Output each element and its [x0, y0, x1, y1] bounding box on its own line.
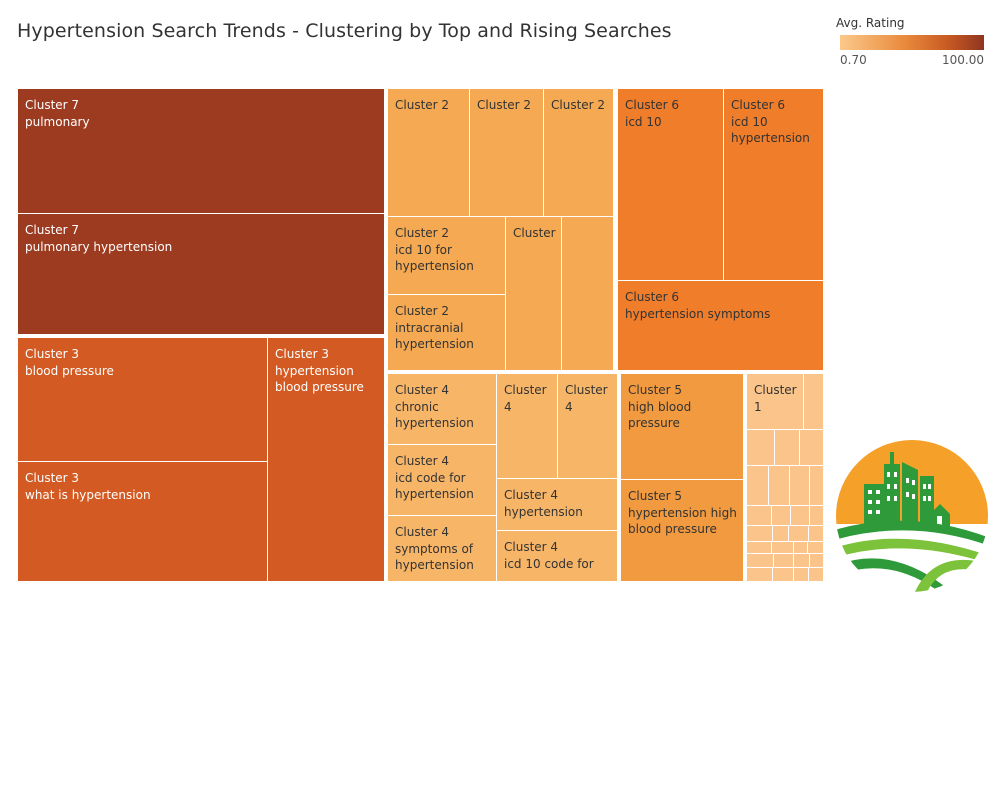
tile-c2-narrow[interactable]: Cluster — [506, 217, 562, 371]
tile-label: Cluster 4 chronic hypertension — [395, 383, 474, 430]
city-farm-logo-icon — [834, 438, 990, 594]
tile-c1-side[interactable] — [804, 374, 824, 430]
tile-label: Cluster 4 icd code for hypertension — [395, 454, 474, 501]
tile-c5-hbp[interactable]: Cluster 5 high blood pressure — [621, 374, 744, 480]
tile-c6-icd10-htn[interactable]: Cluster 6 icd 10 hypertension — [724, 89, 824, 281]
tile-c1-subcell[interactable] — [774, 554, 794, 568]
tile-label: Cluster 4 — [504, 383, 547, 414]
legend-gradient-bar — [840, 35, 984, 50]
tile-c1-subcell[interactable] — [790, 466, 810, 506]
tile-c4-icd-code[interactable]: Cluster 4 icd code for hypertension — [388, 445, 497, 516]
tile-c1-subcell[interactable] — [810, 554, 824, 568]
tile-c3-blood-pressure[interactable]: Cluster 3 blood pressure — [18, 338, 268, 462]
tile-c1-subcell[interactable] — [809, 526, 824, 542]
tile-c3-what-is[interactable]: Cluster 3 what is hypertension — [18, 462, 268, 582]
tile-c1-subcell[interactable] — [800, 430, 824, 466]
tile-c1-subcell[interactable] — [773, 526, 789, 542]
tile-c1-subcell[interactable] — [747, 542, 772, 554]
tile-c1-subcell[interactable] — [747, 568, 773, 582]
tile-label: Cluster 4 hypertension — [504, 488, 583, 519]
tile-c5-htn-hbp[interactable]: Cluster 5 hypertension high blood pressu… — [621, 480, 744, 582]
tile-label: Cluster — [513, 226, 556, 240]
color-legend: Avg. Rating 0.70 100.00 — [836, 16, 986, 70]
legend-title: Avg. Rating — [836, 16, 905, 30]
tile-c1-subcell[interactable] — [789, 526, 809, 542]
tile-label: Cluster 2 icd 10 for hypertension — [395, 226, 474, 273]
tile-c4-hypertension[interactable]: Cluster 4 hypertension — [497, 479, 618, 531]
chart-title: Hypertension Search Trends - Clustering … — [17, 20, 672, 42]
tile-label: Cluster 7 pulmonary hypertension — [25, 223, 173, 254]
tile-c2-thin[interactable] — [562, 217, 614, 371]
tile-label: Cluster 6 icd 10 hypertension — [731, 98, 810, 145]
tile-c4-a[interactable]: Cluster 4 — [497, 374, 558, 479]
tile-c1-subcell[interactable] — [773, 568, 794, 582]
tile-c1-subcell[interactable] — [794, 568, 809, 582]
tile-c1-subcell[interactable] — [747, 554, 774, 568]
tile-label: Cluster 2 intracranial hypertension — [395, 304, 474, 351]
tile-c1-subcell[interactable] — [772, 542, 794, 554]
tile-c1-subcell[interactable] — [772, 506, 791, 526]
tile-c1-subcell[interactable] — [775, 430, 800, 466]
tile-c1-subcell[interactable] — [791, 506, 810, 526]
tile-label: Cluster 5 hypertension high blood pressu… — [628, 489, 737, 536]
tile-c3-hbp[interactable]: Cluster 3 hypertension blood pressure — [268, 338, 385, 582]
tile-label: Cluster 1 — [754, 383, 797, 414]
tile-c1-subcell[interactable] — [809, 568, 824, 582]
tile-label: Cluster 2 — [395, 98, 450, 112]
tile-c1-subcell[interactable] — [810, 466, 824, 506]
legend-max-label: 100.00 — [942, 53, 984, 67]
tile-c1-main[interactable]: Cluster 1 — [747, 374, 804, 430]
tile-c1-subcell[interactable] — [769, 466, 790, 506]
logo-graphic — [836, 440, 988, 592]
tile-label: Cluster 2 — [551, 98, 606, 112]
tile-label: Cluster 4 symptoms of hypertension — [395, 525, 474, 572]
tile-c1-subcell[interactable] — [794, 542, 808, 554]
tile-c2-b[interactable]: Cluster 2 — [470, 89, 544, 217]
tile-label: Cluster 5 high blood pressure — [628, 383, 692, 430]
tile-c4-icd10-code[interactable]: Cluster 4 icd 10 code for — [497, 531, 618, 582]
tile-c2-icd10[interactable]: Cluster 2 icd 10 for hypertension — [388, 217, 506, 295]
tile-c7-pulmonary[interactable]: Cluster 7 pulmonary — [18, 89, 385, 214]
tile-label: Cluster 6 hypertension symptoms — [625, 290, 771, 321]
tile-label: Cluster 3 what is hypertension — [25, 471, 151, 502]
tile-c1-subcell[interactable] — [810, 506, 824, 526]
tile-c4-symptoms[interactable]: Cluster 4 symptoms of hypertension — [388, 516, 497, 582]
tile-label: Cluster 2 — [477, 98, 532, 112]
tile-c1-subcell[interactable] — [747, 466, 769, 506]
tile-c1-subcell[interactable] — [747, 430, 775, 466]
legend-min-label: 0.70 — [840, 53, 867, 67]
tile-c7-pulmonary-hypertension[interactable]: Cluster 7 pulmonary hypertension — [18, 214, 385, 335]
tile-c4-b[interactable]: Cluster 4 — [558, 374, 618, 479]
tile-label: Cluster 3 hypertension blood pressure — [275, 347, 364, 394]
tile-label: Cluster 6 icd 10 — [625, 98, 680, 129]
tile-c2-a[interactable]: Cluster 2 — [388, 89, 470, 217]
tile-c1-subcell[interactable] — [794, 554, 810, 568]
tile-c2-intracranial[interactable]: Cluster 2 intracranial hypertension — [388, 295, 506, 371]
tile-c1-subcell[interactable] — [808, 542, 824, 554]
tile-c1-subcell[interactable] — [747, 506, 772, 526]
tile-label: Cluster 4 icd 10 code for — [504, 540, 594, 571]
tile-label: Cluster 4 — [565, 383, 608, 414]
tile-c2-c[interactable]: Cluster 2 — [544, 89, 614, 217]
tile-label: Cluster 3 blood pressure — [25, 347, 114, 378]
tile-c1-subcell[interactable] — [747, 526, 773, 542]
tile-c4-chronic[interactable]: Cluster 4 chronic hypertension — [388, 374, 497, 445]
tile-c6-icd10[interactable]: Cluster 6 icd 10 — [618, 89, 724, 281]
tile-c6-symptoms[interactable]: Cluster 6 hypertension symptoms — [618, 281, 824, 371]
tile-label: Cluster 7 pulmonary — [25, 98, 90, 129]
